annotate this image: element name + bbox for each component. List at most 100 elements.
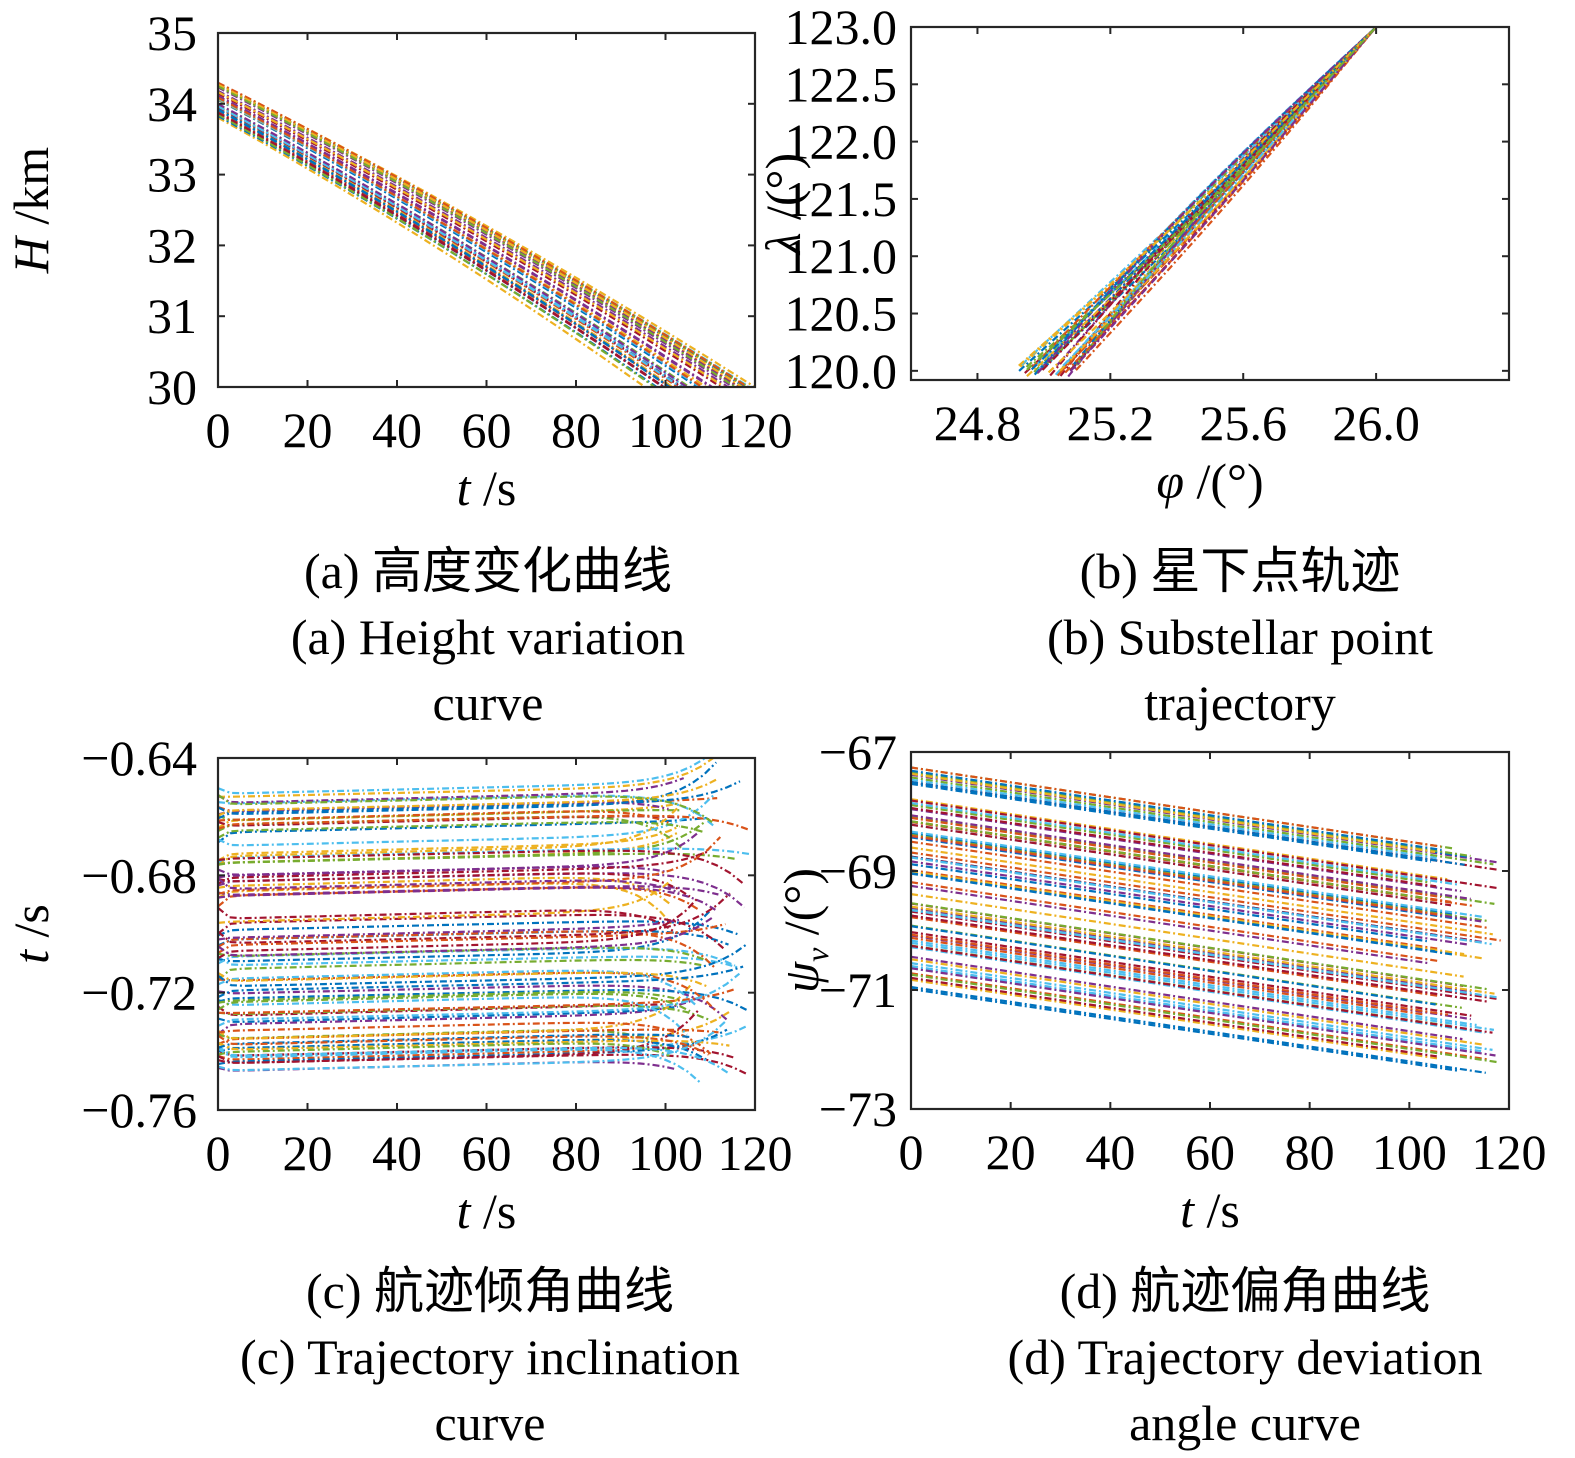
caption-a: (a) 高度变化曲线 (a) Height variation curve [218, 538, 758, 736]
series-line [218, 971, 709, 988]
series-line [218, 91, 726, 387]
series-line [911, 851, 1501, 942]
caption-d-en-line2: angle curve [1129, 1395, 1361, 1451]
caption-a-en-line1: (a) Height variation [290, 609, 686, 665]
panel-c-inclination-chart: 0 20 40 60 80 100 120 −0.76 −0.72 −0.68 −0.64 t /s t… [3, 730, 793, 1239]
caption-d-cn: (d) 航迹偏角曲线 [1059, 1263, 1431, 1319]
series-group [1018, 27, 1377, 378]
series-line [911, 799, 1498, 890]
x-tick-label: 0 [206, 402, 231, 458]
series-group [218, 81, 755, 387]
series-line [911, 988, 1460, 1072]
x-tick-label: 26.0 [1332, 395, 1420, 451]
series-line [218, 114, 658, 387]
x-tick-label: 100 [1372, 1124, 1447, 1180]
series-line [218, 995, 701, 1035]
series-line [218, 892, 731, 944]
x-axis-label: t /s [457, 1183, 517, 1239]
y-tick-label: −71 [819, 962, 897, 1018]
series-line [1075, 27, 1377, 366]
series-line [218, 777, 685, 804]
x-tick-label: 20 [986, 1124, 1036, 1180]
series-line [1026, 27, 1377, 371]
series-line [911, 972, 1489, 1061]
series-line [911, 856, 1492, 946]
plot-frame [909, 25, 1511, 382]
series-line [218, 111, 665, 387]
x-tick-label: 40 [372, 402, 422, 458]
series-line [911, 834, 1441, 916]
series-line [218, 807, 678, 867]
panel-d-deviation-chart: 0 20 40 60 80 100 120 −73 −71 −69 −67 t /s ψv /(°) [773, 724, 1547, 1238]
caption-a-cn: (a) 高度变化曲线 [304, 543, 672, 599]
x-tick-label: 60 [1185, 1124, 1235, 1180]
series-line [218, 984, 729, 1022]
x-tick-label: 100 [628, 1125, 703, 1181]
series-line [218, 761, 717, 816]
y-tick-label: 34 [147, 76, 197, 132]
y-tick-label: −0.76 [81, 1082, 197, 1138]
series-line [218, 1028, 728, 1066]
series-line [218, 821, 704, 839]
series-line [218, 810, 669, 824]
series-line [911, 933, 1449, 1016]
series-line [911, 884, 1428, 965]
series-line [218, 955, 738, 969]
y-tick-label: 31 [147, 288, 197, 344]
y-tick-label: 120.0 [785, 343, 898, 399]
series-line [218, 777, 720, 817]
series-line [911, 905, 1495, 995]
series-line [911, 840, 1487, 929]
series-line [911, 808, 1462, 893]
x-tick-label: 25.6 [1199, 395, 1287, 451]
y-tick-label: 122.0 [785, 114, 898, 170]
series-line [218, 94, 713, 387]
y-tick-label: −69 [819, 843, 897, 899]
x-tick-label: 20 [283, 1125, 333, 1181]
series-line [218, 946, 707, 962]
series-line [218, 972, 741, 1027]
series-line [911, 820, 1429, 900]
series-line [911, 973, 1497, 1064]
x-tick-label: 20 [283, 402, 333, 458]
series-line [218, 852, 736, 866]
series-line [218, 758, 707, 795]
x-tick-label: 80 [551, 402, 601, 458]
x-tick-label: 60 [462, 402, 512, 458]
caption-c: (c) 航迹倾角曲线 (c) Trajectory inclination cu… [150, 1258, 830, 1456]
series-line [218, 98, 698, 387]
y-axis-label: t /s [3, 904, 59, 964]
series-line [218, 917, 713, 957]
series-line [218, 983, 692, 1040]
caption-c-en-line2: curve [434, 1395, 546, 1451]
series-line [911, 916, 1440, 998]
series-line [911, 772, 1436, 854]
caption-b-en-line2: trajectory [1144, 675, 1336, 731]
x-tick-label: 40 [1085, 1124, 1135, 1180]
series-line [1018, 27, 1377, 367]
series-line [911, 936, 1426, 1016]
y-tick-label: 30 [147, 359, 197, 415]
series-line [218, 81, 749, 387]
caption-c-cn: (c) 航迹倾角曲线 [306, 1263, 674, 1319]
series-line [911, 872, 1454, 956]
series-line [218, 1005, 678, 1023]
caption-a-en-line2: curve [432, 675, 544, 731]
x-tick-label: 120 [718, 402, 793, 458]
caption-d: (d) 航迹偏角曲线 (d) Trajectory deviation angl… [940, 1258, 1550, 1456]
series-line [911, 806, 1437, 888]
series-line [218, 996, 688, 1036]
caption-b: (b) 星下点轨迹 (b) Substellar point trajector… [960, 538, 1520, 736]
series-line [218, 825, 681, 862]
series-line [911, 782, 1432, 863]
series-line [911, 931, 1472, 1017]
series-line [218, 89, 729, 387]
series-line [911, 803, 1431, 884]
x-tick-label: 80 [551, 1125, 601, 1181]
x-tick-label: 120 [718, 1125, 793, 1181]
series-line [218, 897, 699, 960]
series-line [218, 872, 691, 898]
x-tick-label: 80 [1285, 1124, 1335, 1180]
series-line [218, 990, 687, 1004]
y-tick-label: 121.0 [785, 228, 898, 284]
